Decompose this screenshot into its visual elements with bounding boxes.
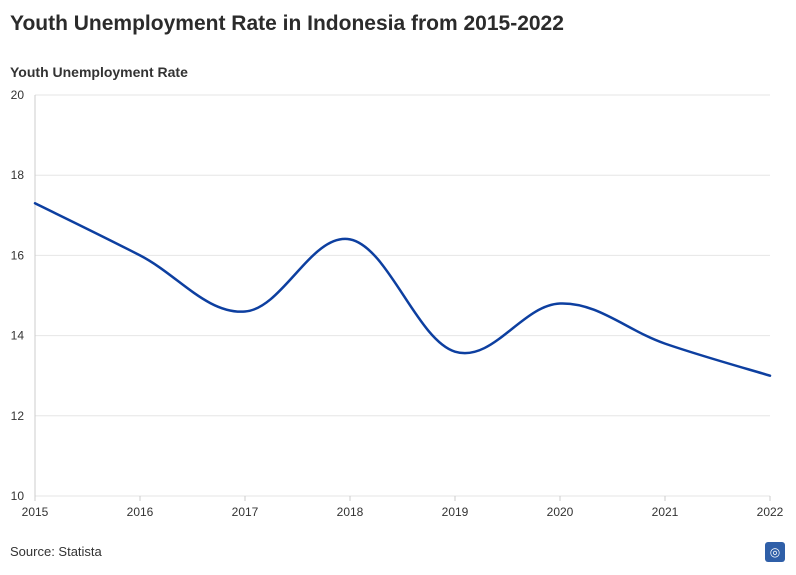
- chart-title: Youth Unemployment Rate in Indonesia fro…: [10, 12, 564, 35]
- data-point-2019[interactable]: [452, 349, 458, 355]
- x-tick-label: 2020: [547, 505, 574, 519]
- data-point-2015[interactable]: [32, 200, 38, 206]
- x-axis-ticks: 2015 2016 2017 2018 2019 2020 2021 2022: [22, 496, 784, 519]
- y-tick-label: 16: [11, 248, 25, 262]
- data-point-2022[interactable]: [767, 373, 773, 379]
- x-tick-label: 2017: [232, 505, 259, 519]
- y-tick-label: 14: [11, 329, 25, 343]
- y-tick-label: 18: [11, 168, 25, 182]
- x-tick-label: 2022: [757, 505, 784, 519]
- data-point-2018[interactable]: [347, 236, 353, 242]
- y-tick-label: 12: [11, 409, 25, 423]
- x-tick-label: 2016: [127, 505, 154, 519]
- data-point-2016[interactable]: [137, 252, 143, 258]
- x-tick-label: 2019: [442, 505, 469, 519]
- data-point-2020[interactable]: [557, 301, 563, 307]
- x-tick-label: 2015: [22, 505, 49, 519]
- data-point-2017[interactable]: [242, 309, 248, 315]
- y-tick-label: 10: [11, 489, 25, 503]
- y-tick-label: 20: [11, 88, 25, 102]
- data-point-2021[interactable]: [662, 341, 668, 347]
- statista-globe-icon[interactable]: ◎: [765, 542, 785, 562]
- y-axis-ticks: 10 12 14 16 18 20: [11, 88, 25, 503]
- series-line: [33, 202, 772, 377]
- series-group: [32, 200, 773, 379]
- source-note: Source: Statista: [10, 544, 102, 559]
- x-tick-label: 2021: [652, 505, 679, 519]
- x-tick-label: 2018: [337, 505, 364, 519]
- y-axis-title: Youth Unemployment Rate: [10, 64, 188, 80]
